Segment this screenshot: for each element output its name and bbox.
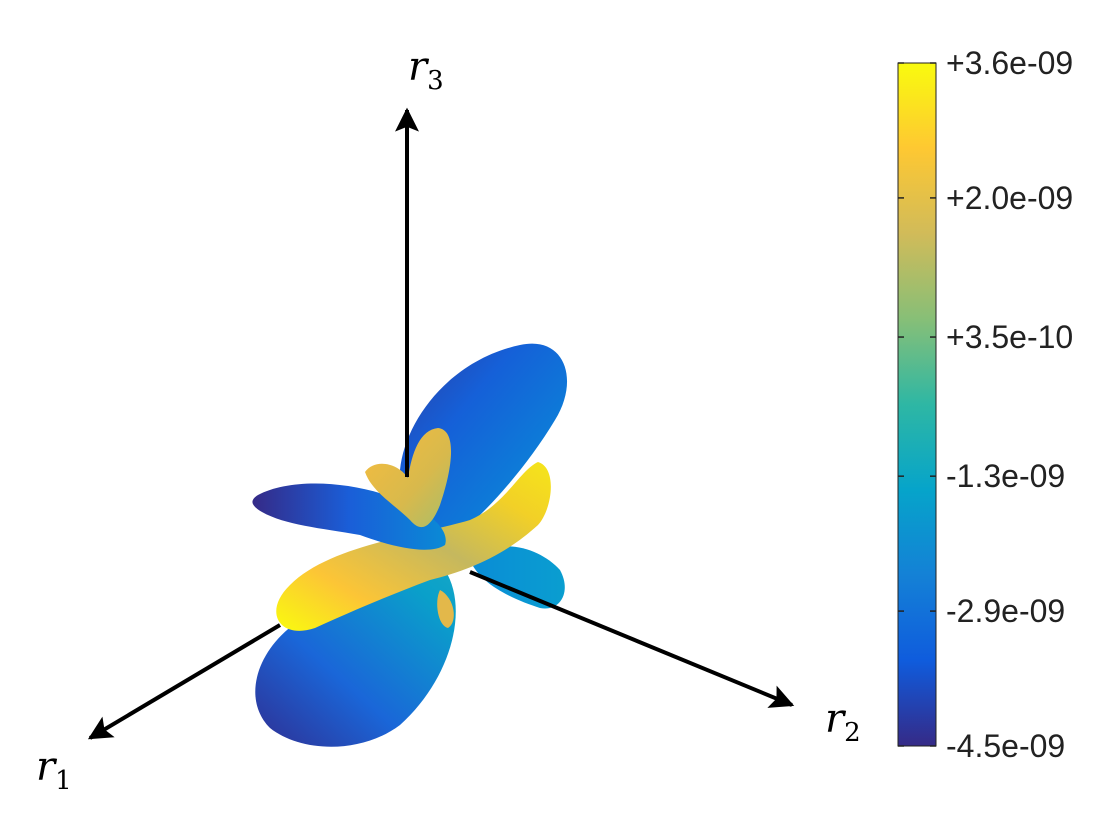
axis-label-r2: r2 (825, 696, 861, 748)
surface-plot (252, 343, 568, 747)
axis-r1-arrow (87, 623, 282, 740)
surface-lobe-small-upper (365, 428, 452, 528)
colorbar-tick-label: -4.5e-09 (946, 728, 1065, 764)
colorbar-ticks: +3.6e-09 +2.0e-09 +3.5e-10 -1.3e-09 -2.9e-09… (898, 45, 1073, 764)
colorbar-tick-label: -1.3e-09 (946, 458, 1065, 494)
axis-r2-arrow (469, 570, 795, 708)
surface-lobe-lower-blue (255, 568, 456, 747)
colorbar-tick-label: +2.0e-09 (946, 180, 1073, 216)
colorbar-tick-label: +3.6e-09 (946, 45, 1073, 81)
colorbar-tick-label: -2.9e-09 (946, 593, 1065, 629)
axes-3d: r3 r1 r2 (36, 44, 861, 796)
colorbar: +3.6e-09 +2.0e-09 +3.5e-10 -1.3e-09 -2.9e-09… (897, 45, 1073, 764)
colorbar-tick-label: +3.5e-10 (946, 319, 1073, 355)
surface-lobe-small-tail (437, 590, 454, 628)
axis-label-r3: r3 (408, 44, 444, 96)
axis-label-r1: r1 (36, 744, 72, 796)
colorbar-bar (897, 62, 937, 747)
surface-lobe-right-blue (470, 546, 565, 609)
